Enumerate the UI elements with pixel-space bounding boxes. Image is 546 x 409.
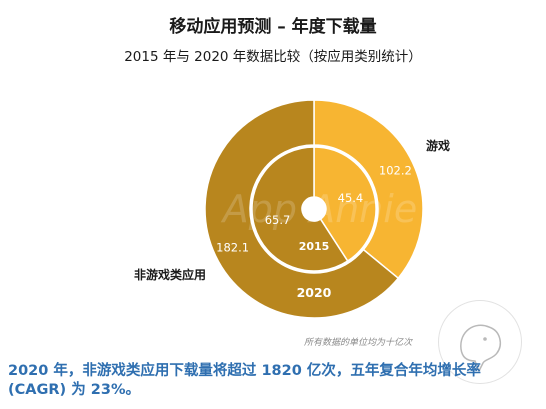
watermark-seal-icon xyxy=(438,300,522,384)
value-label-2020-non-games: 182.1 xyxy=(216,240,249,254)
footer-summary: 2020 年，非游戏类应用下载量将超过 1820 亿次，五年复合年均增长率 (C… xyxy=(8,362,528,400)
category-label-non-games: 非游戏类应用 xyxy=(134,267,206,282)
ring-separator xyxy=(250,145,378,273)
footer-line-2: (CAGR) 为 23%。 xyxy=(8,382,140,398)
ring-label-2015: 2015 xyxy=(299,240,330,253)
value-label-2015-games: 45.4 xyxy=(338,191,364,205)
slice-2015-non-games xyxy=(251,146,349,272)
footer-line-1: 2020 年，非游戏类应用下载量将超过 1820 亿次，五年复合年均增长率 xyxy=(8,363,481,379)
value-label-2020-games: 102.2 xyxy=(379,164,412,178)
ring-label-2020: 2020 xyxy=(297,285,332,300)
chart-subtitle: 2015 年与 2020 年数据比较（按应用类别统计） xyxy=(124,49,422,65)
watermark-text: App Annie xyxy=(220,187,417,231)
value-label-2015-non-games: 65.7 xyxy=(265,213,291,227)
center-hole xyxy=(303,198,325,220)
category-label-games: 游戏 xyxy=(426,138,450,153)
chart-title: 移动应用预测 – 年度下载量 xyxy=(169,17,377,37)
seal-drawing-icon xyxy=(460,324,502,373)
unit-note: 所有数据的单位均为十亿次 xyxy=(304,338,413,348)
